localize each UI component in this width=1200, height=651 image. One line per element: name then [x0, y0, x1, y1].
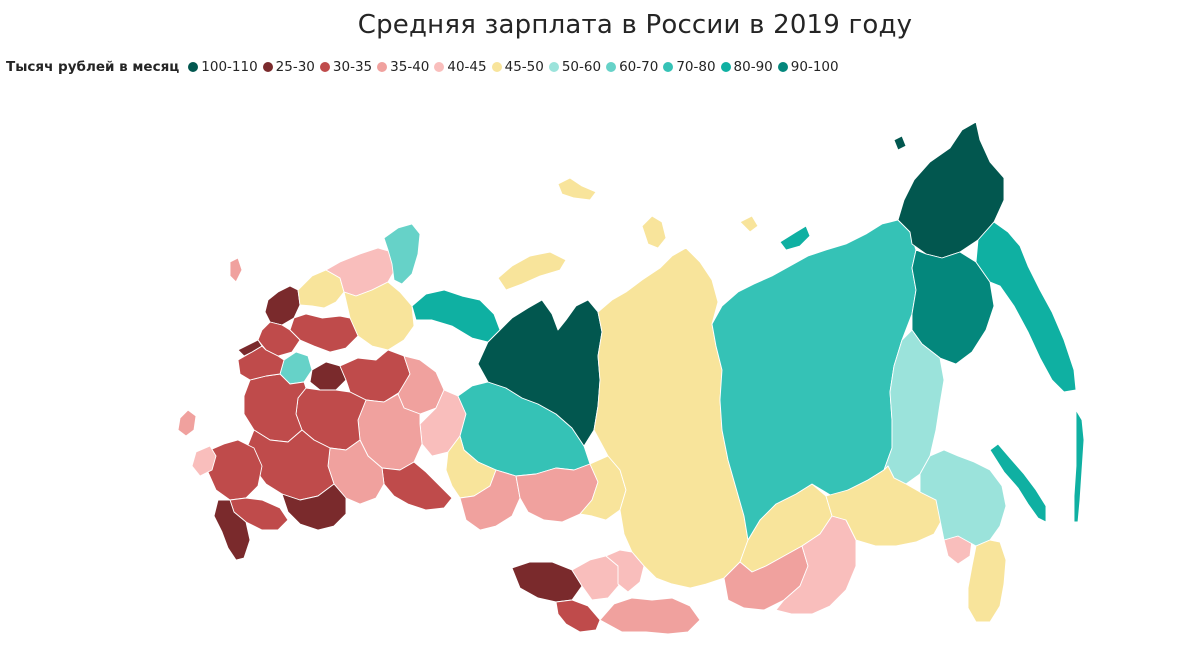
legend-dot-icon: [434, 62, 445, 72]
region-pskov[interactable]: [237, 339, 263, 357]
region-khakassia[interactable]: [605, 549, 645, 593]
legend-item-50-60[interactable]: 50-60: [548, 59, 602, 75]
region-yaroslavl-ivanovo[interactable]: [309, 361, 347, 391]
legend-item-label: 45-50: [504, 59, 544, 75]
region-nenets[interactable]: [411, 289, 501, 343]
region-kamchatka[interactable]: [975, 221, 1077, 393]
legend-item-90-100[interactable]: 90-100: [777, 59, 839, 75]
chart-title: Средняя зарплата в России в 2019 году: [357, 10, 913, 40]
region-vologda[interactable]: [289, 313, 359, 353]
region-wrangel[interactable]: [893, 135, 907, 151]
legend-item-60-70[interactable]: 60-70: [606, 59, 658, 75]
legend-dot-icon: [777, 62, 788, 72]
region-franz-josef[interactable]: [557, 177, 597, 201]
legend-item-label: 25-30: [275, 59, 315, 75]
legend-item-label: 80-90: [733, 59, 773, 75]
legend-dot-icon: [491, 62, 502, 72]
region-perm[interactable]: [397, 355, 445, 415]
legend-item-label: 60-70: [619, 59, 659, 75]
legend-item-45-50[interactable]: 45-50: [491, 59, 544, 75]
region-chernozem[interactable]: [243, 373, 307, 443]
region-tuva[interactable]: [599, 597, 701, 635]
region-kemerovo[interactable]: [571, 555, 621, 601]
legend-item-label: 90-100: [790, 59, 839, 75]
region-primorye[interactable]: [919, 449, 1007, 547]
region-taimyr-north[interactable]: [641, 215, 667, 249]
region-altai-krai[interactable]: [511, 561, 583, 603]
legend-dot-icon: [720, 62, 731, 72]
region-chelyabinsk-orenburg[interactable]: [381, 461, 453, 511]
region-leningrad[interactable]: [257, 321, 301, 357]
region-kaliningrad-north[interactable]: [229, 257, 243, 283]
region-sakhalin[interactable]: [989, 443, 1047, 523]
legend-dot-icon: [663, 62, 674, 72]
legend-item-label: 70-80: [676, 59, 716, 75]
legend: Тысяч рублей в месяц 100-110 25-30 30-35…: [6, 57, 844, 77]
legend-item-100-110[interactable]: 100-110: [188, 59, 258, 75]
legend-dot-icon: [548, 62, 559, 72]
region-crimea[interactable]: [191, 445, 217, 477]
region-murmansk[interactable]: [297, 269, 345, 309]
legend-item-80-90[interactable]: 80-90: [720, 59, 773, 75]
legend-item-30-35[interactable]: 30-35: [319, 59, 373, 75]
region-kaliningrad[interactable]: [177, 409, 197, 437]
region-arkhangelsk[interactable]: [325, 247, 397, 297]
legend-dot-icon: [606, 62, 617, 72]
region-kalmykia-astrakhan[interactable]: [281, 483, 347, 531]
legend-item-label: 35-40: [390, 59, 430, 75]
region-novosibirsk-isl[interactable]: [739, 215, 759, 233]
legend-item-label: 30-35: [332, 59, 373, 75]
region-severnaya-zemlya[interactable]: [497, 251, 567, 291]
legend-item-25-30[interactable]: 25-30: [262, 59, 315, 75]
legend-item-label: 100-110: [201, 59, 258, 75]
region-primorye-south[interactable]: [967, 539, 1007, 623]
region-karelia[interactable]: [264, 285, 301, 326]
legend-dot-icon: [262, 62, 273, 72]
region-commander[interactable]: [779, 225, 811, 251]
legend-label: Тысяч рублей в месяц: [6, 59, 180, 75]
region-novaya-zemlya[interactable]: [383, 223, 421, 285]
legend-item-35-40[interactable]: 35-40: [377, 59, 429, 75]
legend-dot-icon: [188, 62, 199, 72]
region-amur[interactable]: [825, 465, 945, 547]
region-kuban[interactable]: [207, 439, 263, 501]
region-kuril[interactable]: [1073, 409, 1085, 523]
legend-item-40-45[interactable]: 40-45: [434, 59, 487, 75]
region-magadan[interactable]: [911, 249, 995, 365]
legend-item-70-80[interactable]: 70-80: [663, 59, 716, 75]
region-altai-rep[interactable]: [555, 599, 601, 633]
legend-item-label: 40-45: [447, 59, 487, 75]
legend-dot-icon: [319, 62, 330, 72]
legend-dot-icon: [377, 62, 388, 72]
region-caucasus[interactable]: [213, 499, 251, 561]
legend-item-label: 50-60: [561, 59, 602, 75]
